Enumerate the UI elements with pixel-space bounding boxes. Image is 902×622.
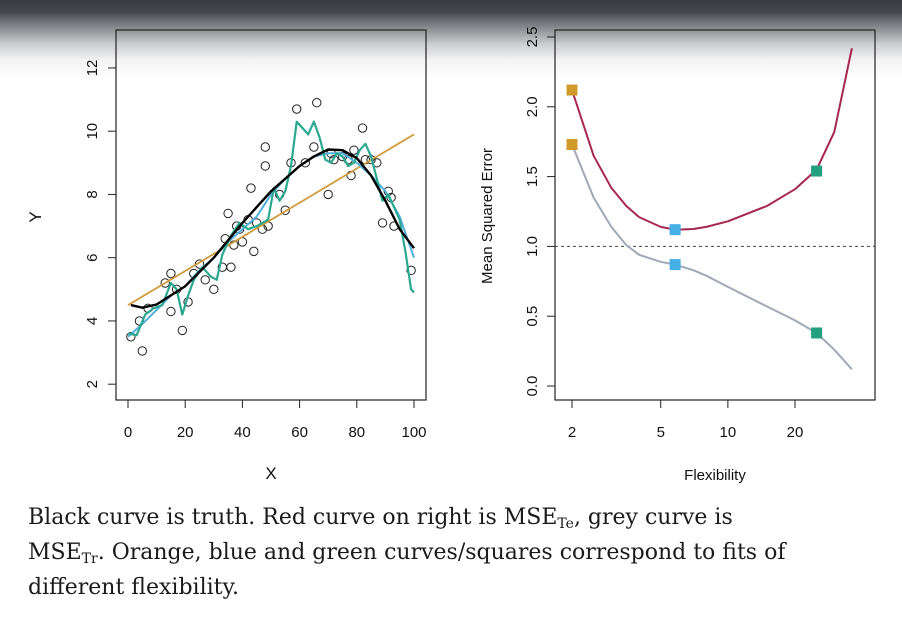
square-marker	[566, 138, 578, 150]
square-marker	[566, 84, 578, 96]
x-tick-label: 10	[720, 424, 737, 441]
caption-sub-te: Te	[557, 516, 574, 532]
data-point	[292, 104, 302, 114]
y-tick-label: 1.0	[524, 236, 541, 257]
data-point	[260, 161, 270, 171]
square-marker	[811, 165, 823, 177]
data-point	[200, 275, 210, 285]
x-tick-label: 5	[657, 424, 665, 441]
spline_smooth-curve	[127, 152, 415, 338]
data-point	[300, 158, 311, 168]
data-point	[226, 262, 236, 272]
y-tick-label: 10	[84, 123, 101, 140]
data-point	[209, 284, 219, 295]
data-point	[312, 98, 322, 108]
y-tick-label: 6	[84, 254, 101, 262]
x-tick-label: 100	[401, 424, 426, 441]
data-point	[223, 208, 233, 219]
data-point	[349, 145, 359, 155]
data-point	[126, 332, 136, 342]
y-tick-label: 2.0	[524, 96, 541, 117]
square-marker	[669, 259, 681, 271]
data-point	[160, 278, 170, 288]
linear-curve	[127, 133, 415, 306]
left-plot-frame	[115, 29, 427, 401]
y-tick-label: 12	[84, 60, 101, 77]
data-point	[406, 265, 416, 276]
caption-line2-text: MSE	[28, 540, 82, 565]
x-tick-label: 20	[177, 424, 194, 441]
data-point	[260, 142, 270, 152]
train_mse-curve	[571, 144, 853, 370]
y-tick-label: 2.5	[524, 27, 541, 48]
data-point	[280, 205, 290, 215]
caption-line2-end: . Orange, blue and green curves/squares …	[97, 540, 786, 565]
spline_wiggly-curve	[127, 120, 415, 337]
data-point	[329, 154, 339, 165]
data-point	[177, 325, 188, 336]
right-plot-frame	[554, 29, 876, 401]
square-marker	[669, 224, 681, 236]
data-point	[249, 246, 259, 257]
x-tick-label: 20	[787, 424, 804, 441]
data-point	[377, 218, 388, 228]
x-tick-label: 2	[568, 424, 576, 441]
y-tick-label: 4	[84, 317, 101, 325]
x-tick-label: 40	[234, 424, 251, 441]
caption-sub-tr: Tr	[81, 551, 98, 567]
right-x-axis-label: Flexibility	[684, 467, 746, 484]
x-tick-label: 60	[291, 424, 308, 441]
data-point	[246, 183, 256, 193]
data-point	[323, 189, 333, 200]
left-x-axis-label: X	[265, 464, 276, 483]
caption-line1-text: Black curve is truth. Red curve on right…	[28, 505, 558, 530]
square-marker	[811, 327, 823, 339]
y-tick-label: 0.5	[524, 306, 541, 327]
test_mse-curve	[571, 47, 853, 231]
data-point	[137, 346, 148, 356]
right-y-axis-label: Mean Squared Error	[479, 148, 496, 284]
truth-curve	[130, 148, 415, 309]
y-tick-label: 8	[84, 190, 101, 198]
x-tick-label: 0	[124, 424, 132, 441]
charts-figure: X Y 0 20 40 60 80 100 2 4 6 8 10 12 Flexibility Mea…	[26, 27, 876, 484]
left-y-axis-label: Y	[26, 211, 45, 222]
y-tick-label: 0.0	[524, 376, 541, 397]
data-point	[166, 306, 176, 317]
caption: Black curve is truth. Red curve on right…	[28, 500, 888, 605]
caption-line1-end: , grey curve is	[573, 505, 733, 530]
data-point	[309, 142, 319, 152]
data-point	[166, 268, 176, 279]
caption-line3: different flexibility.	[28, 575, 239, 600]
data-point	[357, 123, 368, 133]
y-tick-label: 2	[84, 380, 101, 388]
y-tick-label: 1.5	[524, 166, 541, 187]
x-tick-label: 80	[348, 424, 365, 441]
